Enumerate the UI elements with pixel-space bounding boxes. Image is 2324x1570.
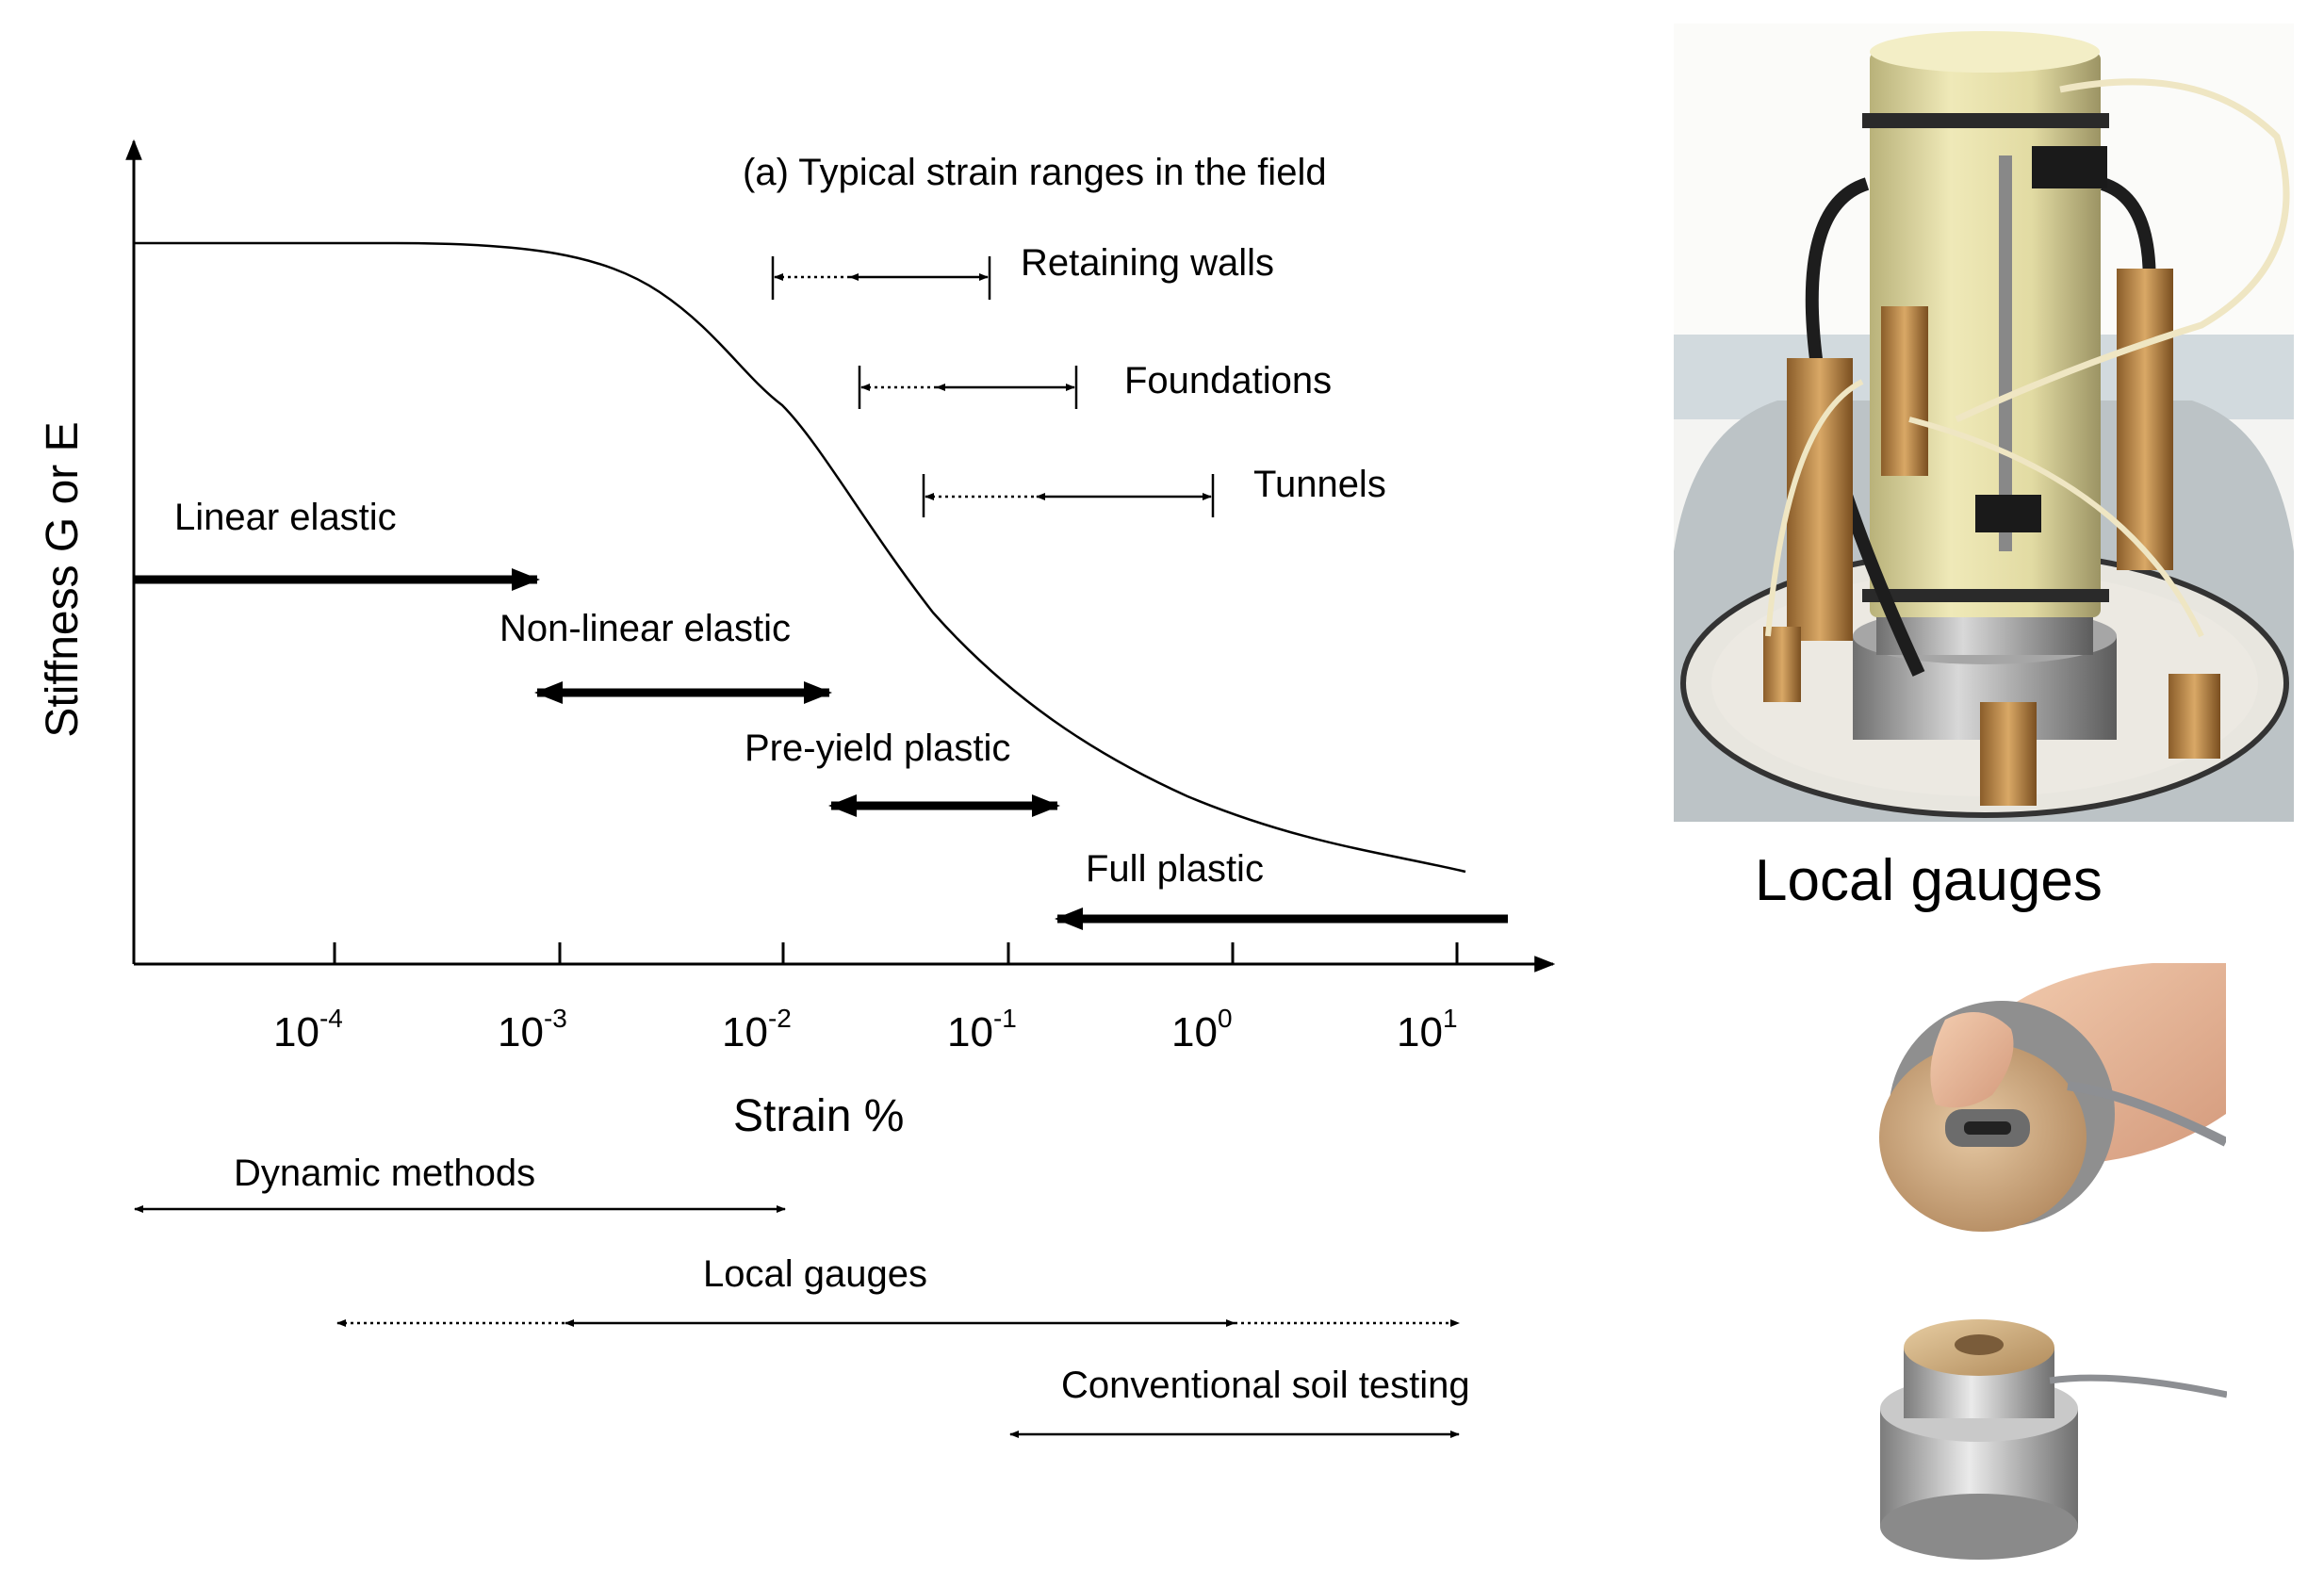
field-ranges-title: (a) Typical strain ranges in the field [743,152,1327,193]
range-retaining-walls [771,256,991,300]
tick-label: 10-3 [498,1004,567,1055]
label-non-linear-elastic: Non-linear elastic [499,608,791,649]
x-tick-marks [333,942,1459,964]
hand-holding-gauge-photo [1870,963,2226,1241]
tick-label: 101 [1397,1004,1458,1055]
label-pre-yield-plastic: Pre-yield plastic [745,728,1010,769]
label-tunnels: Tunnels [1253,464,1386,505]
tick-label: 10-1 [947,1004,1017,1055]
cylindrical-sensor-photo [1871,1305,2227,1564]
y-axis-label: Stiffness G or E [38,421,88,737]
range-tunnels [922,474,1215,517]
x-axis-label: Strain % [733,1091,904,1141]
tick-label: 100 [1171,1004,1233,1055]
label-linear-elastic: Linear elastic [174,497,397,538]
label-retaining-walls: Retaining walls [1021,242,1274,284]
triaxial-sample-with-local-gauges-photo [1674,24,2294,822]
photo-caption: Local gauges [1755,848,2103,913]
tick-label: 10-2 [722,1004,792,1055]
label-full-plastic: Full plastic [1086,848,1264,890]
stiffness-curve [134,241,1466,874]
label-dynamic-methods: Dynamic methods [234,1153,535,1194]
label-conventional-soil-testing: Conventional soil testing [1061,1365,1470,1406]
label-foundations: Foundations [1124,360,1332,401]
tick-label: 10-4 [273,1004,343,1055]
label-local-gauges: Local gauges [703,1253,927,1295]
range-foundations [858,366,1078,409]
